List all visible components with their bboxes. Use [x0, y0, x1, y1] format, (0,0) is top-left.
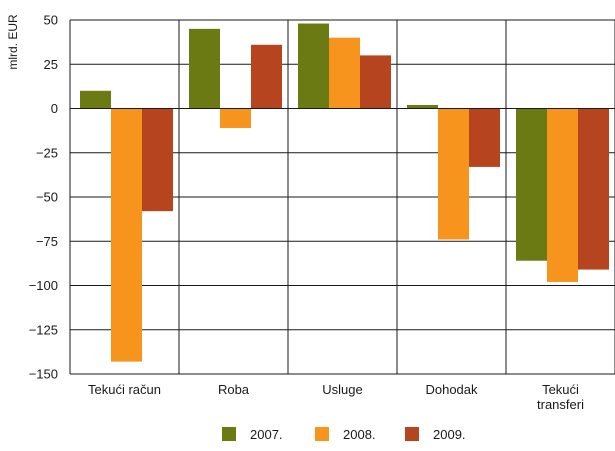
- bar: [469, 108, 500, 167]
- y-axis-title-group: mlrd. EUR: [6, 14, 20, 70]
- bar: [438, 108, 469, 240]
- y-tick-label: 0: [51, 101, 58, 116]
- y-tick-label: −25: [36, 145, 58, 160]
- y-tick-label: −75: [36, 234, 58, 249]
- bar: [298, 23, 329, 109]
- grid: [69, 19, 615, 375]
- bar: [251, 44, 282, 109]
- bar: [189, 28, 220, 109]
- legend-label: 2009.: [433, 427, 466, 442]
- legend-swatch: [315, 427, 329, 441]
- x-tick-label: Tekući: [542, 382, 579, 397]
- axes: 50 25 0 −25 −50 −75 −100 −125 −150 Tekući račun Ro…: [29, 13, 615, 412]
- legend: 2007. 2008. 2009.: [222, 427, 466, 442]
- bars: [80, 23, 609, 362]
- bar: [142, 108, 173, 212]
- legend-label: 2008.: [343, 427, 376, 442]
- bar: [220, 108, 251, 128]
- y-tick-label: −125: [29, 322, 58, 337]
- bar: [360, 55, 391, 109]
- y-tick-label: 50: [44, 13, 58, 28]
- y-axis-title: mlrd. EUR: [6, 14, 20, 70]
- bar: [547, 108, 578, 282]
- bar: [407, 104, 438, 109]
- x-tick-label: Tekući račun: [88, 382, 161, 397]
- legend-label: 2007.: [250, 427, 283, 442]
- bar: [80, 90, 111, 109]
- y-tick-label: −150: [29, 367, 58, 382]
- legend-swatch: [222, 427, 236, 441]
- bar: [329, 37, 360, 109]
- x-tick-label: transferi: [537, 397, 584, 412]
- x-tick-label: Usluge: [322, 382, 362, 397]
- bar: [578, 108, 609, 270]
- y-tick-label: 25: [44, 57, 58, 72]
- bar: [516, 108, 547, 261]
- legend-swatch: [405, 427, 419, 441]
- bar: [111, 108, 142, 362]
- x-tick-label: Dohodak: [425, 382, 478, 397]
- x-tick-label: Roba: [218, 382, 250, 397]
- y-tick-label: −50: [36, 190, 58, 205]
- y-tick-label: −100: [29, 278, 58, 293]
